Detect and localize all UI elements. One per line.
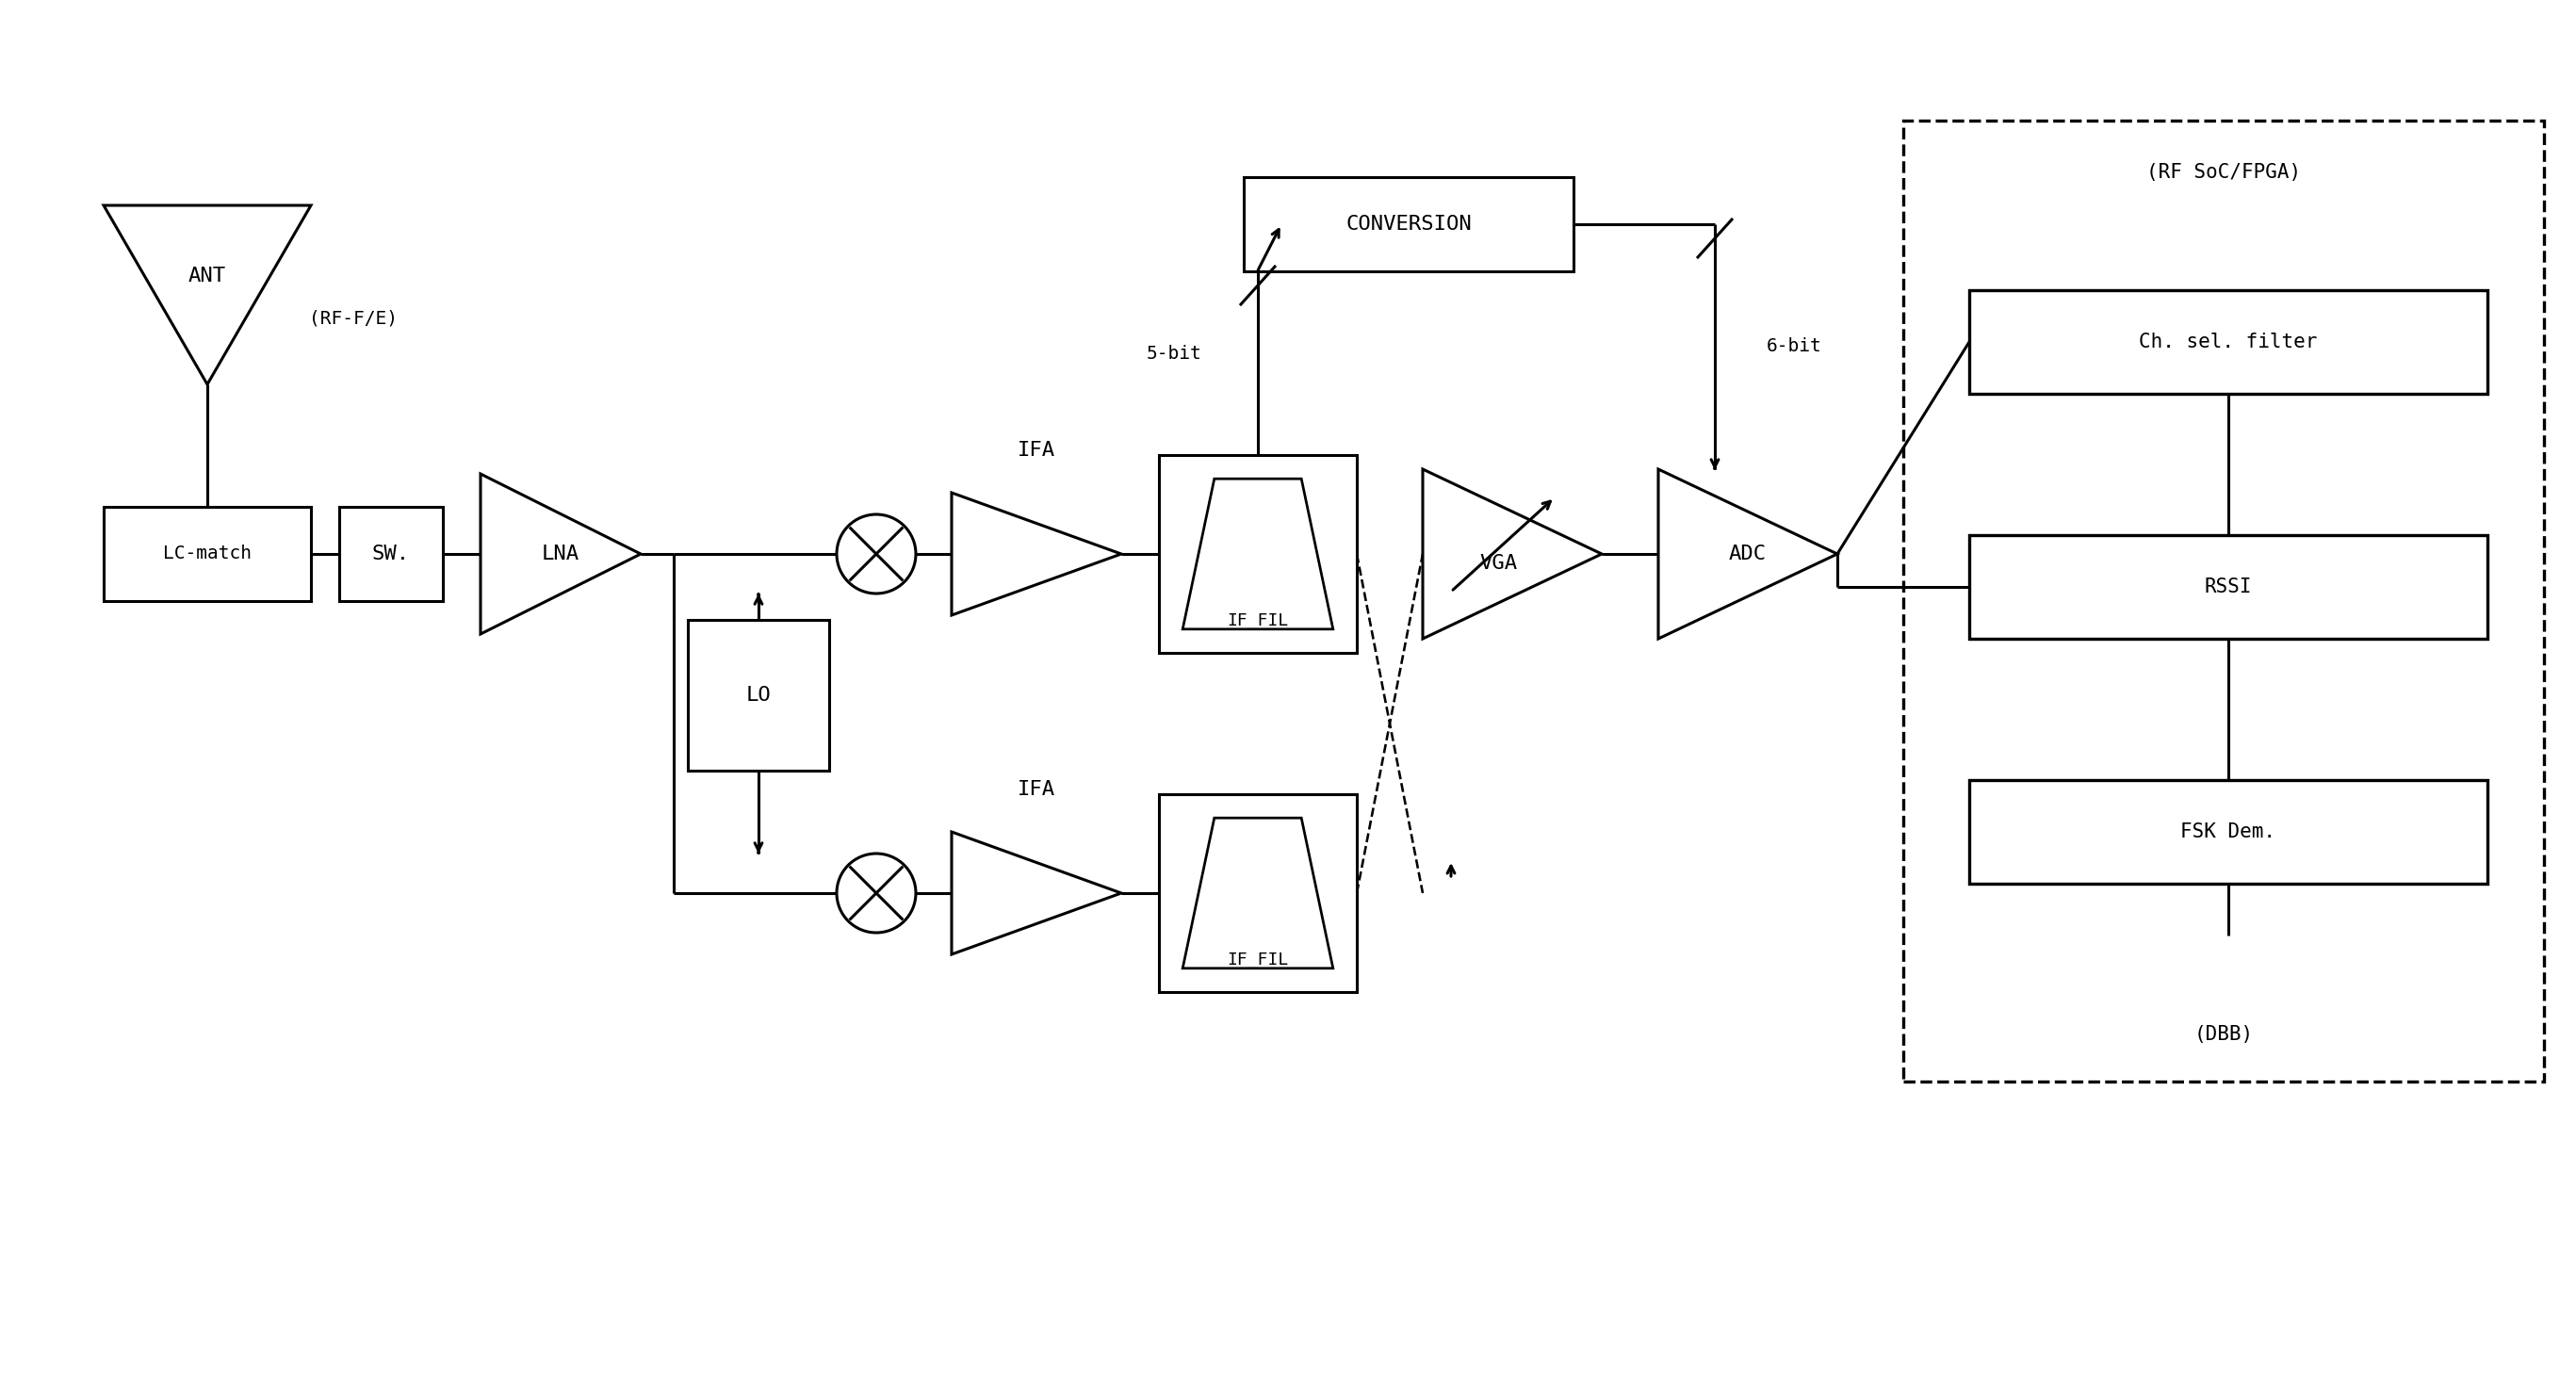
Polygon shape — [1422, 469, 1602, 639]
Polygon shape — [951, 831, 1121, 954]
Text: RSSI: RSSI — [2205, 578, 2251, 596]
Text: (RF-F/E): (RF-F/E) — [309, 310, 397, 328]
Polygon shape — [1182, 817, 1332, 968]
Bar — [1904, 120, 2545, 1082]
Polygon shape — [482, 474, 641, 633]
Bar — [103, 506, 312, 602]
Text: IFA: IFA — [1018, 441, 1056, 459]
Text: Ch. sel. filter: Ch. sel. filter — [2138, 332, 2318, 351]
Text: ANT: ANT — [188, 267, 227, 285]
Bar — [340, 506, 443, 602]
Text: CONVERSION: CONVERSION — [1345, 214, 1471, 234]
Circle shape — [837, 853, 917, 932]
Text: VGA: VGA — [1479, 555, 1517, 573]
Polygon shape — [951, 492, 1121, 615]
Bar — [1968, 535, 2488, 639]
Text: LO: LO — [747, 686, 770, 705]
Bar — [1968, 780, 2488, 884]
Polygon shape — [103, 206, 312, 384]
Polygon shape — [1182, 479, 1332, 629]
Text: IFA: IFA — [1018, 780, 1056, 799]
Text: (DBB): (DBB) — [2195, 1025, 2254, 1044]
Text: FSK Dem.: FSK Dem. — [2182, 823, 2277, 841]
Bar — [1968, 290, 2488, 394]
Bar — [688, 620, 829, 770]
Bar — [1159, 455, 1358, 653]
Circle shape — [837, 514, 917, 593]
Text: LC-match: LC-match — [162, 545, 252, 563]
Text: 6-bit: 6-bit — [1767, 337, 1821, 355]
Polygon shape — [1659, 469, 1837, 639]
Bar — [1244, 177, 1574, 271]
Text: IF_FIL: IF_FIL — [1226, 613, 1288, 629]
Text: ADC: ADC — [1728, 545, 1767, 563]
Text: IF_FIL: IF_FIL — [1226, 952, 1288, 968]
Bar — [1159, 794, 1358, 992]
Text: (RF SoC/FPGA): (RF SoC/FPGA) — [2146, 163, 2300, 181]
Text: 5-bit: 5-bit — [1146, 344, 1200, 362]
Text: SW.: SW. — [371, 545, 410, 563]
Text: LNA: LNA — [541, 545, 580, 563]
